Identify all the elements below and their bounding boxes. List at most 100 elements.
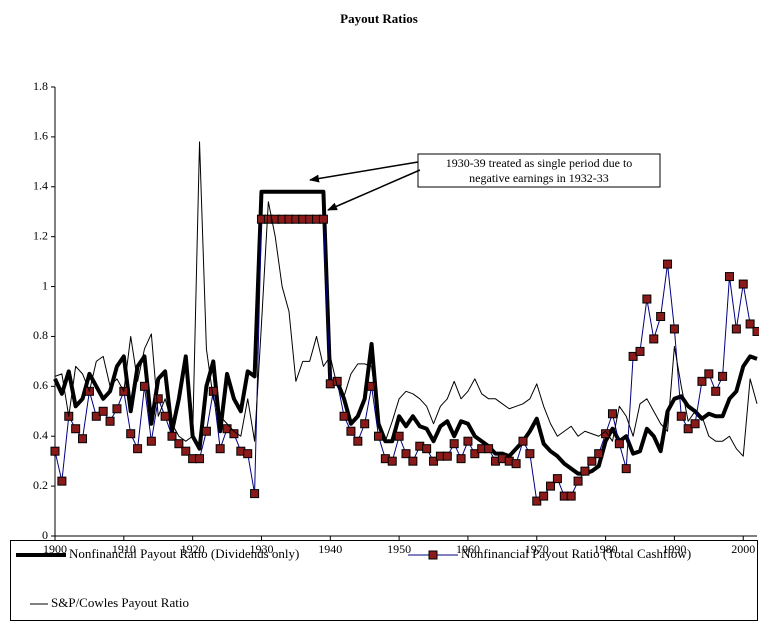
data-marker <box>573 476 583 486</box>
data-marker <box>642 294 652 304</box>
data-marker <box>339 411 349 421</box>
plot-area: 0 0.2 0.4 0.6 0.8 1 1.2 1.4 1.6 1.8 1900 1910 1920 19… <box>33 79 759 556</box>
data-marker <box>566 491 576 501</box>
data-marker <box>621 464 631 474</box>
data-marker <box>373 431 383 441</box>
x-tick-label: 1910 <box>112 542 136 556</box>
data-marker <box>50 446 60 456</box>
data-marker <box>546 481 556 491</box>
annotation-arrow <box>309 161 419 183</box>
data-marker <box>752 326 759 336</box>
x-tick-label: 1960 <box>456 542 480 556</box>
data-marker <box>243 449 253 459</box>
data-marker <box>367 381 377 391</box>
data-marker <box>607 409 617 419</box>
data-marker <box>215 444 225 454</box>
x-tick-label: 1920 <box>181 542 205 556</box>
data-marker <box>394 431 404 441</box>
data-marker <box>628 351 638 361</box>
y-tick-label: 0 <box>42 528 48 542</box>
data-marker <box>401 449 411 459</box>
data-marker <box>353 436 363 446</box>
x-tick-label: 1900 <box>43 542 67 556</box>
data-marker <box>484 444 494 454</box>
data-marker <box>160 411 170 421</box>
annotation-arrow <box>327 169 421 211</box>
data-marker <box>470 449 480 459</box>
data-marker <box>78 434 88 444</box>
data-marker <box>449 439 459 449</box>
data-marker <box>360 419 370 429</box>
data-marker <box>133 444 143 454</box>
data-marker <box>580 466 590 476</box>
data-marker <box>718 371 728 381</box>
data-marker <box>91 411 101 421</box>
data-marker <box>201 426 211 436</box>
data-marker <box>518 436 528 446</box>
data-marker <box>139 381 149 391</box>
data-marker <box>208 386 218 396</box>
series-line <box>54 218 758 502</box>
y-tick-label: 1.2 <box>33 228 48 242</box>
series-line <box>54 141 758 457</box>
data-marker <box>105 416 115 426</box>
data-marker <box>532 496 542 506</box>
data-marker <box>408 456 418 466</box>
data-marker <box>422 444 432 454</box>
y-tick-label: 0.4 <box>33 428 48 442</box>
data-marker <box>724 272 734 282</box>
data-marker <box>525 449 535 459</box>
data-marker <box>181 446 191 456</box>
x-tick-label: 1950 <box>387 542 411 556</box>
data-marker <box>167 431 177 441</box>
data-marker <box>663 259 673 269</box>
y-tick-label: 1.4 <box>33 179 48 193</box>
x-tick-label: 2000 <box>731 542 755 556</box>
data-marker <box>656 311 666 321</box>
data-marker <box>731 324 741 334</box>
data-marker <box>704 369 714 379</box>
data-marker <box>635 346 645 356</box>
y-tick-label: 1.6 <box>33 129 48 143</box>
data-marker <box>683 424 693 434</box>
data-marker <box>669 324 679 334</box>
data-marker <box>71 424 81 434</box>
y-tick-label: 1.8 <box>33 79 48 93</box>
data-marker <box>690 419 700 429</box>
data-marker <box>195 454 205 464</box>
x-tick-label: 1980 <box>594 542 618 556</box>
data-marker <box>745 319 755 329</box>
data-marker <box>98 406 108 416</box>
data-marker <box>539 491 549 501</box>
data-marker <box>456 454 466 464</box>
annotation-box <box>417 153 661 188</box>
data-marker <box>146 436 156 446</box>
data-marker <box>153 394 163 404</box>
y-tick-label: 0.2 <box>33 478 48 492</box>
data-marker <box>387 456 397 466</box>
data-marker <box>57 476 67 486</box>
data-marker <box>318 214 328 224</box>
data-marker <box>676 411 686 421</box>
data-marker <box>594 449 604 459</box>
data-marker <box>649 334 659 344</box>
data-marker <box>511 459 521 469</box>
legend-label: S&P/Cowles Payout Ratio <box>51 595 189 610</box>
data-marker <box>738 279 748 289</box>
x-tick-label: 1990 <box>662 542 686 556</box>
annotation-text: 1930-39 treated as single period due to <box>446 156 633 170</box>
data-marker <box>174 439 184 449</box>
y-tick-label: 0.8 <box>33 328 48 342</box>
data-marker <box>463 436 473 446</box>
legend-label: Nonfinancial Payout Ratio (Total Cashflo… <box>461 546 691 561</box>
data-marker <box>552 474 562 484</box>
data-marker <box>697 376 707 386</box>
annotation-text: negative earnings in 1932-33 <box>469 171 609 185</box>
chart-title: Payout Ratios <box>340 11 418 26</box>
x-tick-label: 1940 <box>318 542 342 556</box>
legend-marker <box>428 550 438 560</box>
x-tick-label: 1970 <box>525 542 549 556</box>
data-marker <box>346 426 356 436</box>
